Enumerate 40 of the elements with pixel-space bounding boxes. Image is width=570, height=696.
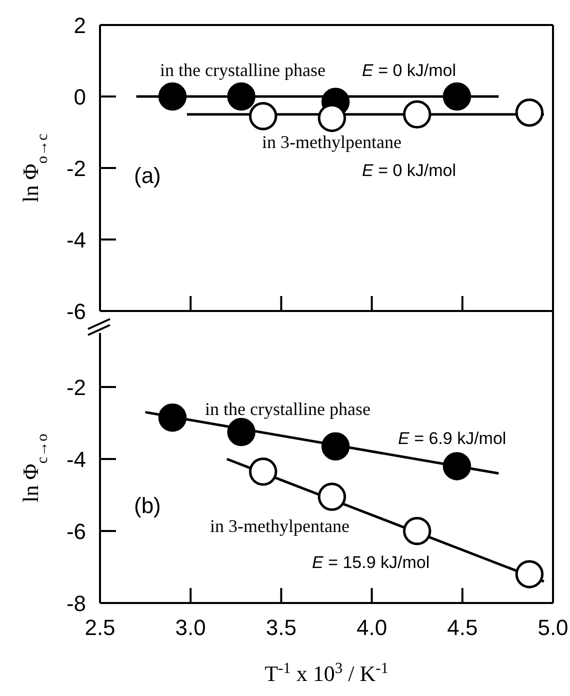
y-tick-label: -6 [66,519,86,544]
point [248,102,278,130]
y-tick-label: 0 [74,84,86,110]
y-tick-label: -2 [66,375,86,400]
point [158,404,187,432]
point [318,482,346,511]
annotation: E = 0 kJ/mol [362,161,456,180]
point [227,82,256,111]
annotation: in 3-methylpentane [262,132,402,152]
point [402,100,432,128]
x-tick-label: 4.0 [356,615,388,640]
x-tick-label: 5.0 [538,615,568,640]
annotation: (b) [134,493,161,518]
point [442,82,472,111]
y-tick-label: -4 [66,447,86,472]
point [402,516,432,546]
point [321,432,350,460]
y-tick-label: -2 [66,156,86,181]
x-tick-label: 3.0 [175,615,206,640]
annotation: E = 6.9 kJ/mol [398,429,506,448]
point [158,82,187,111]
annotation: (a) [134,163,161,188]
annotation: E = 0 kJ/mol [362,61,456,80]
annotation: in the crystalline phase [160,60,326,80]
point [227,418,256,446]
point [515,98,544,127]
y-tick-label: -8 [66,591,86,616]
x-axis-title: T$^{-1}$ x 10$^{3}$ / K$^{-1}$ [264,660,388,686]
y-tick-label: -6 [66,299,86,324]
x-tick-label: 3.5 [266,615,296,640]
point [515,560,544,588]
annotation: in the crystalline phase [205,399,370,419]
point [442,452,472,480]
x-tick-label: 4.5 [447,615,478,640]
point [248,458,278,486]
y-tick-label: -4 [66,228,86,252]
x-tick-label: 2.5 [84,615,116,640]
y-tick-label: 2 [74,13,86,38]
annotation: in 3-methylpentane [210,516,350,536]
annotation: E = 15.9 kJ/mol [312,553,430,572]
